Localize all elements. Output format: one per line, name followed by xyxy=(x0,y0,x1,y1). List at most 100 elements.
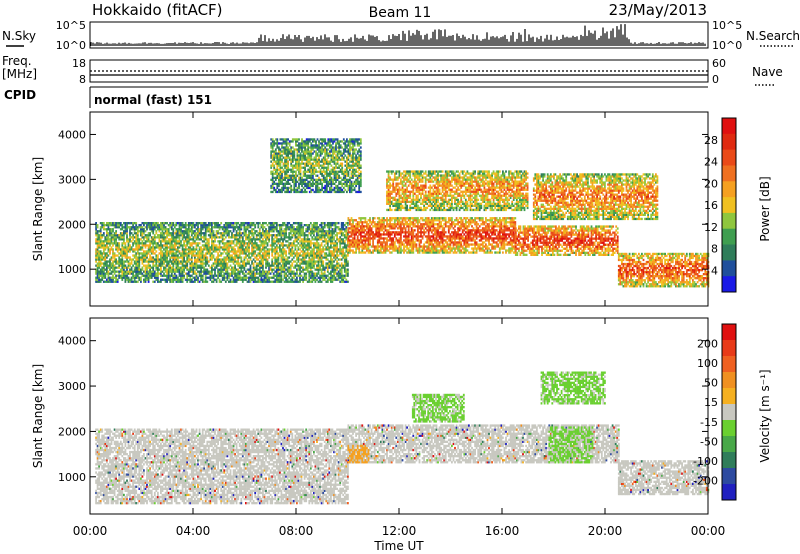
power-cell xyxy=(333,236,335,239)
power-cell xyxy=(206,244,209,247)
power-cell xyxy=(113,232,116,235)
power-cell xyxy=(173,276,176,279)
power-cell xyxy=(146,254,148,257)
power-cell xyxy=(184,232,187,235)
power-cell xyxy=(237,222,240,225)
power-cell xyxy=(420,241,422,244)
power-cell xyxy=(262,234,264,237)
power-cell xyxy=(235,276,238,279)
power-cell xyxy=(102,246,105,249)
power-cell xyxy=(441,241,444,244)
power-cell xyxy=(138,254,141,257)
power-cell xyxy=(181,232,184,235)
power-cell xyxy=(356,221,359,224)
power-cell xyxy=(146,268,148,271)
power-cell xyxy=(333,244,335,247)
power-cell xyxy=(121,252,124,255)
power-cell xyxy=(135,280,138,283)
power-cell xyxy=(306,228,309,231)
power-cell xyxy=(271,234,274,237)
power-cell xyxy=(356,231,359,234)
power-cell xyxy=(166,268,168,271)
power-cell xyxy=(157,254,159,257)
power-cell xyxy=(271,244,274,247)
power-cell xyxy=(452,237,455,240)
power-cell xyxy=(212,248,215,251)
power-cell xyxy=(123,238,125,241)
power-cell xyxy=(245,256,247,259)
power-cell xyxy=(435,249,438,252)
power-cell xyxy=(229,236,232,239)
power-cell xyxy=(271,268,274,271)
power-cell xyxy=(221,252,224,255)
power-cell xyxy=(337,254,340,257)
power-cell xyxy=(211,258,213,261)
power-cell xyxy=(204,254,207,257)
power-cell xyxy=(164,250,167,253)
power-cell xyxy=(375,247,378,250)
power-cell xyxy=(316,244,318,247)
power-cell xyxy=(184,278,187,281)
power-cell xyxy=(138,240,141,243)
power-cell xyxy=(359,219,362,222)
power-cell xyxy=(434,223,436,226)
power-cell xyxy=(99,246,102,249)
power-cell xyxy=(194,256,196,259)
power-cell xyxy=(136,270,139,273)
power-cell xyxy=(412,237,415,240)
power-cell xyxy=(248,254,250,257)
power-cell xyxy=(172,248,175,251)
power-cell xyxy=(141,230,144,233)
power-cell xyxy=(127,264,130,267)
power-cell xyxy=(263,270,266,273)
power-cell xyxy=(203,256,206,259)
power-cell xyxy=(268,278,270,281)
power-cell xyxy=(221,238,224,241)
power-cell xyxy=(323,224,326,227)
power-cell xyxy=(218,246,221,249)
power-cell xyxy=(306,242,309,245)
power-cell xyxy=(104,276,107,279)
power-cell xyxy=(291,248,294,251)
power-cell xyxy=(358,247,361,250)
power-cell xyxy=(144,222,147,225)
power-cell xyxy=(274,274,277,277)
power-cell xyxy=(334,258,337,261)
power-cell xyxy=(251,260,253,263)
power-cell xyxy=(286,270,289,273)
power-cell xyxy=(136,240,139,243)
power-cell xyxy=(309,252,312,255)
power-cell xyxy=(353,235,356,238)
power-cell xyxy=(319,276,321,279)
power-cell xyxy=(427,243,430,246)
power-cell xyxy=(203,222,206,225)
power-cell xyxy=(101,240,104,243)
power-cell xyxy=(300,224,303,227)
power-cell xyxy=(305,274,308,277)
power-cell xyxy=(441,245,444,248)
power-cell xyxy=(133,276,136,279)
power-cell xyxy=(403,243,405,246)
power-cell xyxy=(384,225,387,228)
power-cell xyxy=(430,249,433,252)
power-cell xyxy=(358,243,361,246)
power-cell xyxy=(347,229,350,232)
power-cell xyxy=(333,276,335,279)
power-cell xyxy=(379,223,382,226)
power-cell xyxy=(116,266,119,269)
power-cell xyxy=(186,232,189,235)
power-cell xyxy=(429,247,432,250)
power-cell xyxy=(252,254,255,257)
power-cell xyxy=(303,244,306,247)
power-cell xyxy=(136,230,139,233)
power-cell xyxy=(268,256,270,259)
power-cell xyxy=(339,280,342,283)
power-cell xyxy=(183,236,185,239)
power-cell xyxy=(363,235,365,238)
power-cell xyxy=(383,225,385,228)
power-cell xyxy=(400,239,402,242)
power-cell xyxy=(243,234,246,237)
power-cell xyxy=(194,258,196,261)
power-cell xyxy=(437,231,439,234)
power-cell xyxy=(214,224,216,227)
